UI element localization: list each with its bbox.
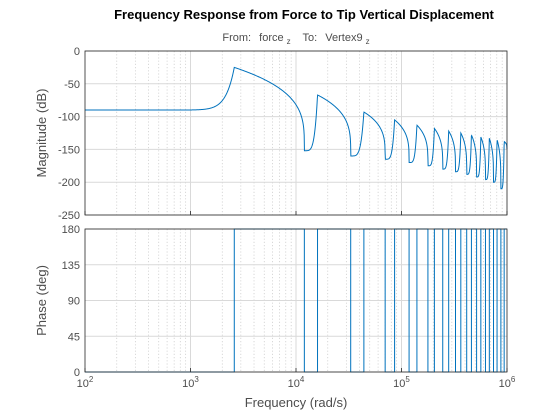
chart-subtitle: From: force z To: Vertex9 z (222, 32, 369, 47)
phase-tick-label: 45 (68, 331, 80, 343)
phase-tick-label: 0 (74, 367, 80, 379)
magnitude-tick-label: -250 (58, 210, 80, 222)
subtitle-from-sub: z (287, 37, 291, 46)
magnitude-series-line (85, 66, 508, 190)
magnitude-axes-frame (84, 50, 508, 216)
magnitude-tick-label: -200 (58, 177, 80, 189)
magnitude-axes: 0 -50 -100 -150 -200 -250 (58, 46, 508, 222)
magnitude-tick-label: -50 (64, 79, 80, 91)
subtitle-to-sub: z (366, 37, 370, 46)
frequency-axis-label: Frequency (rad/s) (245, 395, 348, 410)
phase-axis-label: Phase (deg) (34, 265, 49, 336)
subtitle-from-value: force (259, 32, 283, 44)
subtitle-to-value: Vertex9 (325, 32, 362, 44)
magnitude-tick-label: -150 (58, 144, 80, 156)
frequency-tick-label: 103 (182, 375, 199, 390)
chart-title: Frequency Response from Force to Tip Ver… (114, 7, 494, 22)
frequency-tick-label: 102 (77, 375, 94, 390)
frequency-tick-label: 106 (499, 375, 516, 390)
frequency-tick-label: 104 (288, 375, 305, 390)
phase-axes-frame (84, 228, 508, 373)
phase-tick-label: 180 (62, 224, 80, 236)
magnitude-tick-label: -100 (58, 112, 80, 124)
subtitle-to-label: To: (303, 32, 318, 44)
magnitude-tick-label: 0 (74, 46, 80, 58)
frequency-tick-label: 105 (393, 375, 410, 390)
magnitude-axis-label: Magnitude (dB) (34, 89, 49, 178)
phase-tick-label: 135 (62, 260, 80, 272)
subtitle-from-label: From: (222, 32, 251, 44)
phase-tick-label: 90 (68, 296, 80, 308)
